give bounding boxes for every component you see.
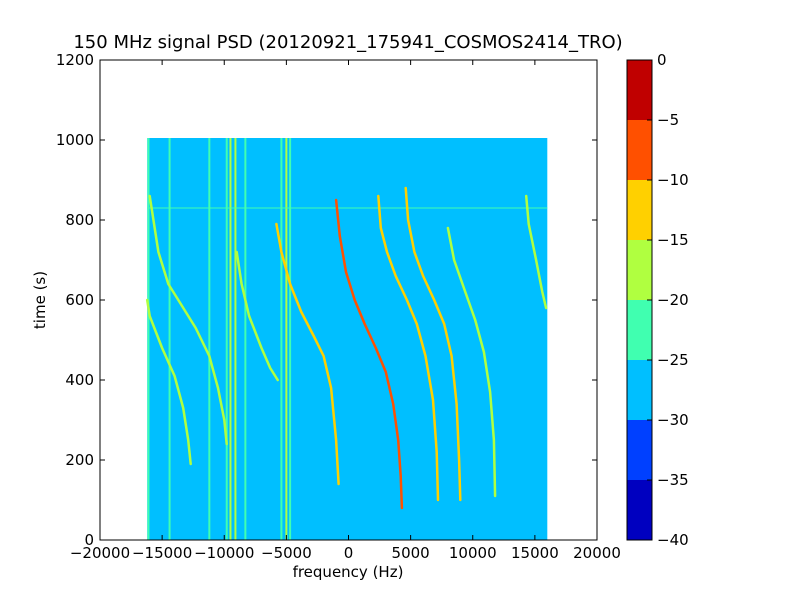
y-tick-label: 600 — [65, 291, 94, 309]
plot-area — [99, 59, 598, 541]
colorbar-tick-label: −5 — [657, 111, 679, 129]
x-tick-label: 10000 — [449, 544, 497, 562]
y-tick-label: 400 — [65, 371, 94, 389]
y-axis-label: time (s) — [31, 271, 49, 329]
colorbar-band — [627, 300, 652, 360]
doppler-track — [524, 194, 548, 310]
colorbar-tick-label: −15 — [657, 231, 689, 249]
colorbar: −40 −35 −30 −25 −20 −15 −10 −5 0 — [626, 51, 689, 549]
colorbar-tick-label: −10 — [657, 171, 689, 189]
colorbar-tick-label: 0 — [657, 51, 667, 69]
colorbar-tick-label: −40 — [657, 531, 689, 549]
colorbar-band — [627, 60, 652, 120]
doppler-track — [446, 226, 497, 498]
colorbar-tick-label: −20 — [657, 291, 689, 309]
doppler-track — [275, 222, 340, 486]
x-tick-label: −20000 — [70, 544, 130, 562]
colorbar-band — [627, 120, 652, 180]
colorbar-band — [627, 180, 652, 240]
x-tick-label: 5000 — [392, 544, 430, 562]
x-tick-label: 20000 — [573, 544, 621, 562]
y-tick-label: 1200 — [56, 51, 94, 69]
heatmap-layer — [145, 138, 548, 540]
colorbar-band — [627, 420, 652, 480]
y-tick-label: 1000 — [56, 131, 94, 149]
doppler-track — [377, 194, 440, 502]
colorbar-tick-label: −30 — [657, 411, 689, 429]
doppler-track — [145, 298, 192, 466]
x-axis: −20000 −15000 −10000 −5000 0 5000 10000 15000 20… — [70, 60, 621, 562]
colorbar-tick-label: −35 — [657, 471, 689, 489]
y-tick-label: 0 — [84, 531, 94, 549]
doppler-track — [148, 194, 228, 446]
x-tick-label: −5000 — [261, 544, 312, 562]
colorbar-tick-label: −25 — [657, 351, 689, 369]
doppler-track — [404, 186, 462, 502]
colorbar-band — [627, 240, 652, 300]
y-axis: 0 200 400 600 800 1000 1200 — [56, 51, 597, 549]
doppler-track — [235, 250, 279, 382]
doppler-track — [334, 198, 404, 510]
heatmap-background — [147, 138, 548, 540]
colorbar-band — [627, 360, 652, 420]
x-axis-label: frequency (Hz) — [293, 563, 404, 581]
chart-title: 150 MHz signal PSD (20120921_175941_COSM… — [73, 32, 622, 53]
colorbar-band — [627, 480, 652, 540]
y-tick-label: 200 — [65, 451, 94, 469]
x-tick-label: −10000 — [194, 544, 254, 562]
x-tick-label: 0 — [344, 544, 354, 562]
x-tick-label: 15000 — [511, 544, 559, 562]
x-tick-label: −15000 — [132, 544, 192, 562]
y-tick-label: 800 — [65, 211, 94, 229]
